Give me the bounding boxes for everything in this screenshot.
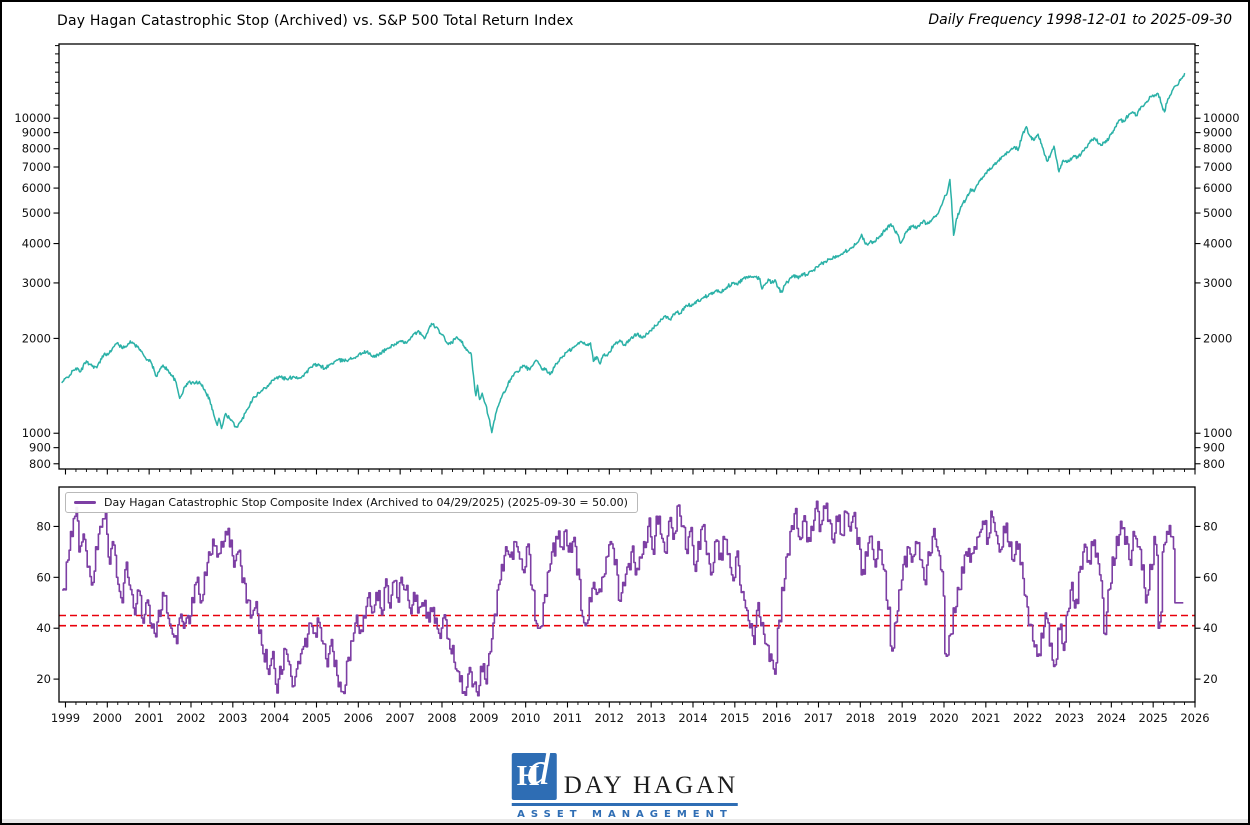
svg-text:4000: 4000 — [1203, 237, 1232, 251]
svg-text:60: 60 — [1203, 570, 1218, 584]
svg-text:5000: 5000 — [1203, 206, 1232, 220]
day-hagan-logo: H d DAY HAGAN ASSET MANAGEMENT — [511, 753, 739, 820]
legend-line-swatch — [74, 501, 96, 504]
svg-text:2018: 2018 — [846, 711, 875, 725]
svg-text:800: 800 — [1203, 457, 1225, 471]
logo-tagline: ASSET MANAGEMENT — [517, 809, 733, 820]
frequency-note: Daily Frequency 1998-12-01 to 2025-09-30 — [928, 12, 1232, 28]
svg-text:800: 800 — [29, 457, 51, 471]
svg-text:2004: 2004 — [260, 711, 289, 725]
svg-text:20: 20 — [36, 672, 51, 686]
svg-text:5000: 5000 — [22, 206, 51, 220]
svg-text:7000: 7000 — [22, 160, 51, 174]
svg-text:2000: 2000 — [93, 711, 122, 725]
svg-text:80: 80 — [1203, 519, 1218, 533]
svg-text:2023: 2023 — [1055, 711, 1084, 725]
svg-text:2001: 2001 — [135, 711, 164, 725]
svg-text:1000: 1000 — [1203, 426, 1232, 440]
monogram-letter-d: d — [526, 753, 551, 795]
svg-text:20: 20 — [1203, 672, 1218, 686]
bottom-strip — [2, 819, 1248, 823]
svg-text:2005: 2005 — [302, 711, 331, 725]
svg-text:2026: 2026 — [1180, 711, 1209, 725]
svg-text:2020: 2020 — [929, 711, 958, 725]
svg-text:2006: 2006 — [344, 711, 373, 725]
svg-text:9000: 9000 — [1203, 126, 1232, 140]
svg-text:2019: 2019 — [888, 711, 917, 725]
svg-text:2021: 2021 — [971, 711, 1000, 725]
svg-text:80: 80 — [36, 519, 51, 533]
svg-text:2010: 2010 — [511, 711, 540, 725]
svg-text:2012: 2012 — [595, 711, 624, 725]
svg-text:900: 900 — [1203, 441, 1225, 455]
svg-text:8000: 8000 — [1203, 142, 1232, 156]
svg-text:3000: 3000 — [1203, 276, 1232, 290]
svg-text:2013: 2013 — [637, 711, 666, 725]
svg-text:2016: 2016 — [762, 711, 791, 725]
svg-text:4000: 4000 — [22, 237, 51, 251]
svg-text:9000: 9000 — [22, 126, 51, 140]
svg-text:60: 60 — [36, 570, 51, 584]
svg-text:2014: 2014 — [678, 711, 707, 725]
svg-text:6000: 6000 — [1203, 181, 1232, 195]
svg-text:10000: 10000 — [1203, 111, 1240, 125]
svg-text:2007: 2007 — [386, 711, 415, 725]
svg-text:10000: 10000 — [14, 111, 51, 125]
logo-wordmark: DAY HAGAN — [563, 772, 739, 799]
svg-text:2003: 2003 — [218, 711, 247, 725]
svg-text:2002: 2002 — [176, 711, 205, 725]
svg-text:2011: 2011 — [553, 711, 582, 725]
svg-text:2008: 2008 — [427, 711, 456, 725]
svg-text:2022: 2022 — [1013, 711, 1042, 725]
svg-text:3000: 3000 — [22, 276, 51, 290]
svg-text:2024: 2024 — [1097, 711, 1126, 725]
svg-text:2009: 2009 — [469, 711, 498, 725]
svg-text:2000: 2000 — [1203, 331, 1232, 345]
svg-text:1999: 1999 — [51, 711, 80, 725]
svg-text:40: 40 — [36, 621, 51, 635]
svg-text:40: 40 — [1203, 621, 1218, 635]
legend-label: Day Hagan Catastrophic Stop Composite In… — [104, 496, 628, 509]
svg-text:1000: 1000 — [22, 426, 51, 440]
logo-rule — [511, 803, 739, 806]
svg-text:7000: 7000 — [1203, 160, 1232, 174]
svg-text:2017: 2017 — [804, 711, 833, 725]
monogram-letter-h: H — [516, 760, 540, 792]
legend: Day Hagan Catastrophic Stop Composite In… — [65, 492, 638, 513]
logo-monogram: H d — [511, 753, 557, 800]
svg-text:2025: 2025 — [1139, 711, 1168, 725]
svg-text:8000: 8000 — [22, 142, 51, 156]
svg-text:2015: 2015 — [720, 711, 749, 725]
svg-text:900: 900 — [29, 441, 51, 455]
svg-text:2000: 2000 — [22, 331, 51, 345]
svg-text:6000: 6000 — [22, 181, 51, 195]
page-title: Day Hagan Catastrophic Stop (Archived) v… — [57, 13, 574, 29]
